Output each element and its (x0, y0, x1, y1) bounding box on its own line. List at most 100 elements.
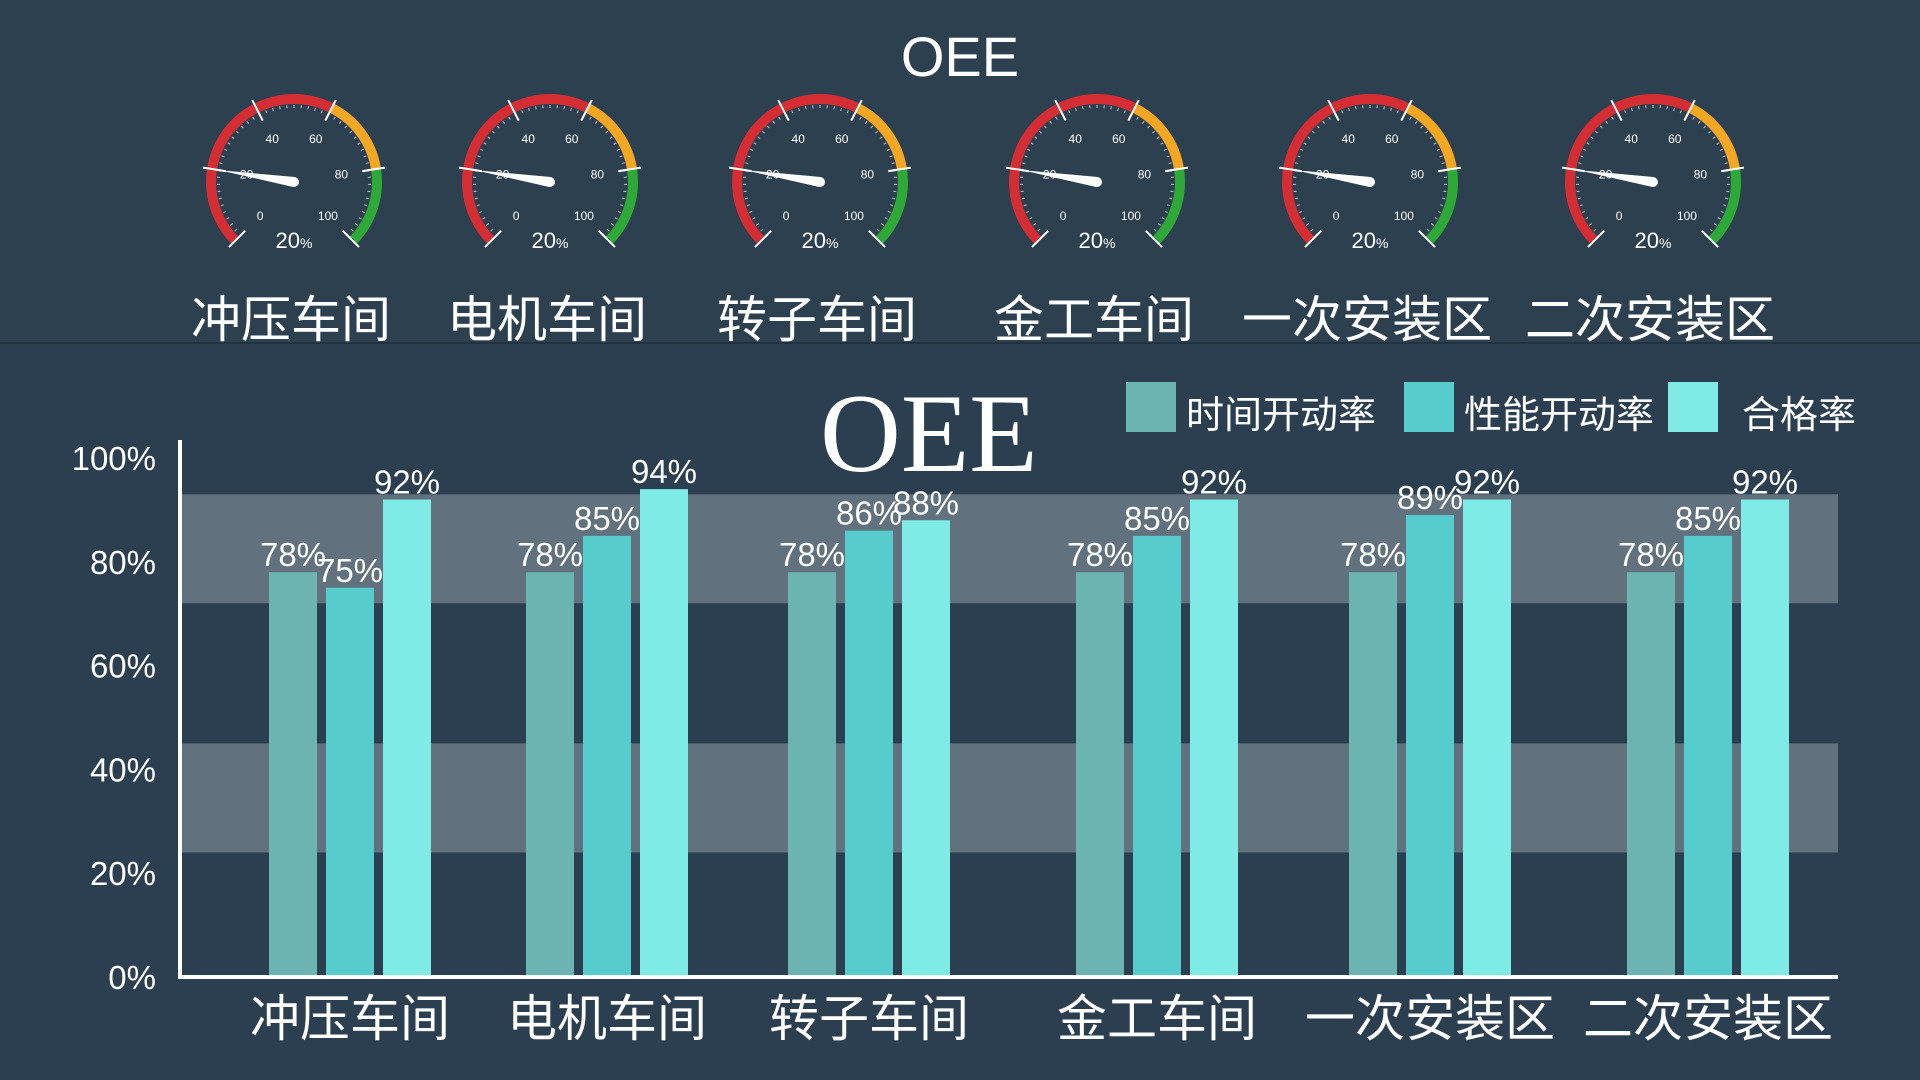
gauge-tick (570, 107, 572, 112)
gauge-tick (859, 116, 862, 120)
gauge-tick-label: 100 (574, 209, 594, 223)
gauge-tick (890, 204, 894, 207)
gauge-tick (1719, 148, 1723, 151)
gauge-tick-label: 100 (1121, 209, 1141, 223)
gauge-tick (490, 228, 494, 232)
gauge-tick-label: 40 (266, 132, 280, 146)
bar (1076, 572, 1124, 977)
gauge-tick (1713, 223, 1717, 226)
bar-value-label: 78% (1340, 536, 1406, 573)
bar (1741, 499, 1789, 977)
gauge-tick (366, 197, 370, 200)
bar (383, 499, 431, 977)
shaded-band (180, 494, 1838, 604)
gauge-tick (365, 162, 369, 165)
gauge-tick (1585, 217, 1589, 220)
gauge-red-zone (462, 94, 590, 245)
gauge-value-unit: % (826, 235, 839, 251)
gauge-tick (1024, 155, 1028, 158)
gauge-tick-label: 0 (783, 209, 790, 223)
bar-value-label: 85% (574, 500, 640, 537)
gauge-tick (1420, 125, 1424, 129)
gauge-value: 20% (770, 228, 870, 254)
gauge-tick (891, 162, 895, 165)
gauge-value-number: 20 (1634, 228, 1660, 253)
gauge-tick (1414, 120, 1418, 124)
gauge-tick (1027, 148, 1031, 151)
gauge-tick-label: 40 (522, 132, 536, 146)
gauge-tick-label: 60 (1385, 132, 1399, 146)
gauge-tick (364, 204, 368, 207)
gauge-tick (757, 136, 761, 139)
gauge-tick (1294, 197, 1298, 200)
gauge-tick (1708, 130, 1712, 134)
legend-swatch-pass-rate (1668, 382, 1718, 432)
gauge-tick (1328, 116, 1331, 120)
bar-value-label: 92% (374, 464, 440, 501)
gauge-tick (1043, 125, 1047, 129)
gauge-tick (1666, 106, 1668, 110)
gauge-tick (1396, 110, 1399, 114)
gauge-tick (1605, 120, 1609, 124)
gauge-tick-label: 80 (1138, 167, 1152, 181)
gauge-green-zone (1425, 168, 1458, 245)
gauge-tick (279, 106, 281, 110)
gauge-tick (617, 210, 621, 214)
gauge-major-tick (1402, 99, 1413, 117)
gauge-tick (1426, 228, 1430, 232)
gauge-value-unit: % (556, 235, 569, 251)
gauge-tick (864, 120, 868, 124)
gauge-value: 20% (1047, 228, 1147, 254)
gauge-tick (620, 204, 624, 207)
gauge-tick (224, 148, 228, 151)
gauge-tick (1579, 204, 1583, 207)
gauge-green-zone (349, 168, 382, 245)
gauge-tick (798, 107, 800, 112)
gauge-needle-hub (1365, 177, 1375, 187)
gauge-tick (361, 210, 365, 214)
gauge-tick (1300, 148, 1304, 151)
gauge-green-zone (1152, 168, 1185, 245)
gauge-tick (745, 162, 749, 165)
gauge-tick (610, 223, 614, 226)
gauge-orange-zone (1688, 103, 1740, 170)
gauge-tick (1295, 162, 1299, 165)
gauge-major-tick (228, 233, 243, 248)
gauge-tick (363, 155, 367, 158)
gauge-major-tick (1304, 233, 1319, 248)
gauge-major-tick (1327, 99, 1338, 117)
gauge-tick (502, 120, 506, 124)
gauge-tick (479, 210, 483, 214)
gauge-tick (1037, 228, 1041, 232)
gauge-tick (1164, 210, 1168, 214)
gauge-tick (1679, 110, 1682, 114)
gauge-tick (333, 116, 336, 120)
gauge-tick (1717, 217, 1721, 220)
gauge-value-unit: % (1103, 235, 1116, 251)
gauge-tick (889, 155, 893, 158)
gauge-tick-label: 40 (792, 132, 806, 146)
gauge-green-zone (605, 168, 638, 245)
gauge-tick (1167, 204, 1171, 207)
bar (1406, 515, 1454, 977)
gauge-major-tick (1005, 166, 1025, 172)
gauge-orange-zone (855, 103, 907, 170)
gauge-tick (778, 116, 781, 120)
gauge-tick (1712, 136, 1716, 139)
gauge-tick (1441, 162, 1445, 165)
gauge-major-tick (366, 166, 386, 172)
gauge-tick (1390, 107, 1392, 112)
gauge-tick (753, 142, 757, 145)
bar (583, 535, 631, 977)
gauge-tick (1034, 136, 1038, 139)
shaded-band (180, 743, 1838, 853)
gauge-tick (350, 228, 354, 232)
gauge-tick (766, 125, 770, 129)
gauge-tick (1147, 125, 1151, 129)
gauge-tick (760, 228, 764, 232)
gauge-tick (1436, 148, 1440, 151)
gauge-value-unit: % (1376, 235, 1389, 251)
gauge-major-tick (1704, 233, 1719, 248)
gauge-major-tick (728, 166, 748, 172)
